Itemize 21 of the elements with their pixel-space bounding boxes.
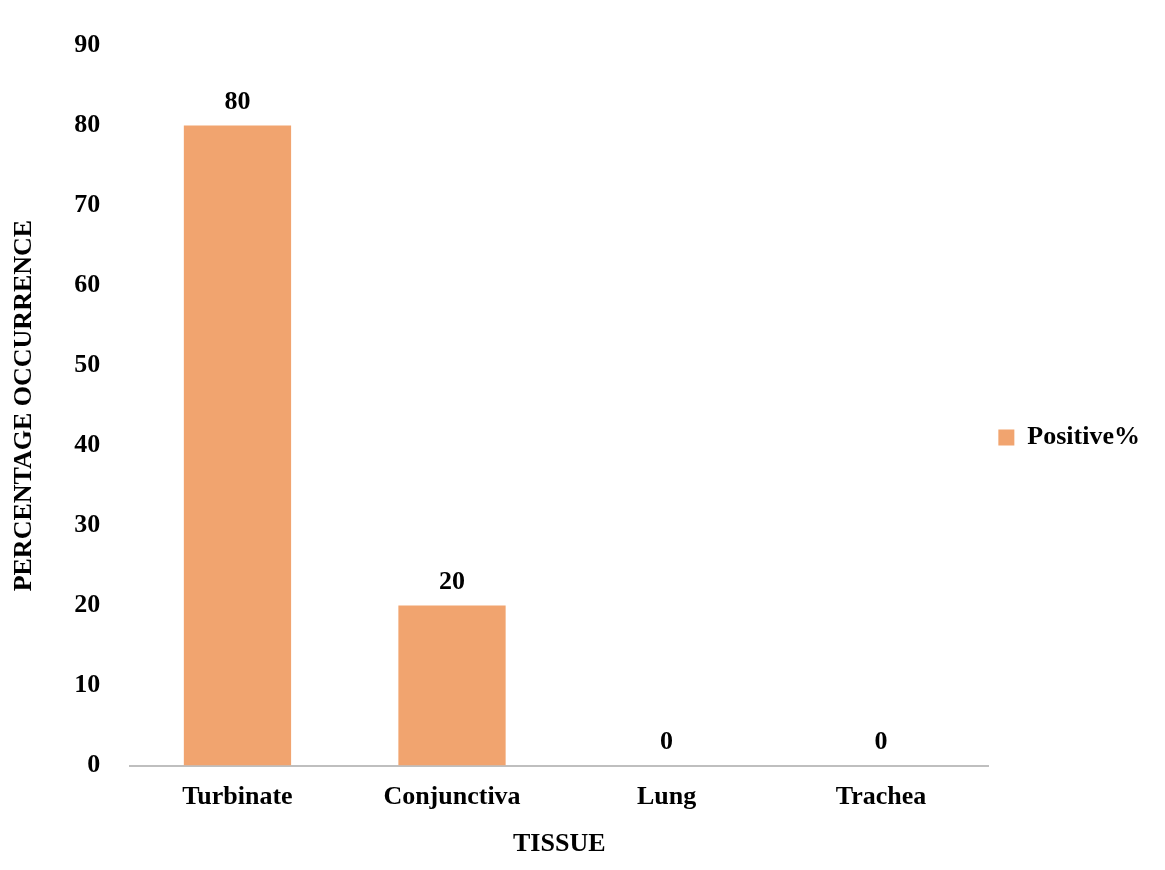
x-tick-label: Conjunctiva <box>383 780 521 810</box>
y-tick-label: 70 <box>74 189 101 219</box>
data-label: 80 <box>224 86 251 116</box>
y-tick-label: 10 <box>74 669 101 699</box>
y-tick-label: 50 <box>74 349 101 379</box>
y-axis-title: PERCENTAGE OCCURRENCE <box>8 219 38 592</box>
y-tick-label: 20 <box>74 589 101 619</box>
y-tick-label: 40 <box>74 429 101 459</box>
y-tick-label: 90 <box>74 29 101 59</box>
data-label: 0 <box>874 726 888 756</box>
y-tick-label: 60 <box>74 269 101 299</box>
x-tick-label: Turbinate <box>182 780 293 810</box>
y-tick-label: 30 <box>74 509 101 539</box>
y-tick-label: 80 <box>74 109 101 139</box>
y-tick-label: 0 <box>87 749 101 779</box>
x-tick-label: Lung <box>636 780 697 810</box>
data-label: 20 <box>439 566 466 596</box>
x-axis-title: TISSUE <box>513 828 606 858</box>
legend-label: Positive% <box>1027 421 1141 451</box>
data-label: 0 <box>660 726 674 756</box>
x-tick-label: Trachea <box>835 780 927 810</box>
